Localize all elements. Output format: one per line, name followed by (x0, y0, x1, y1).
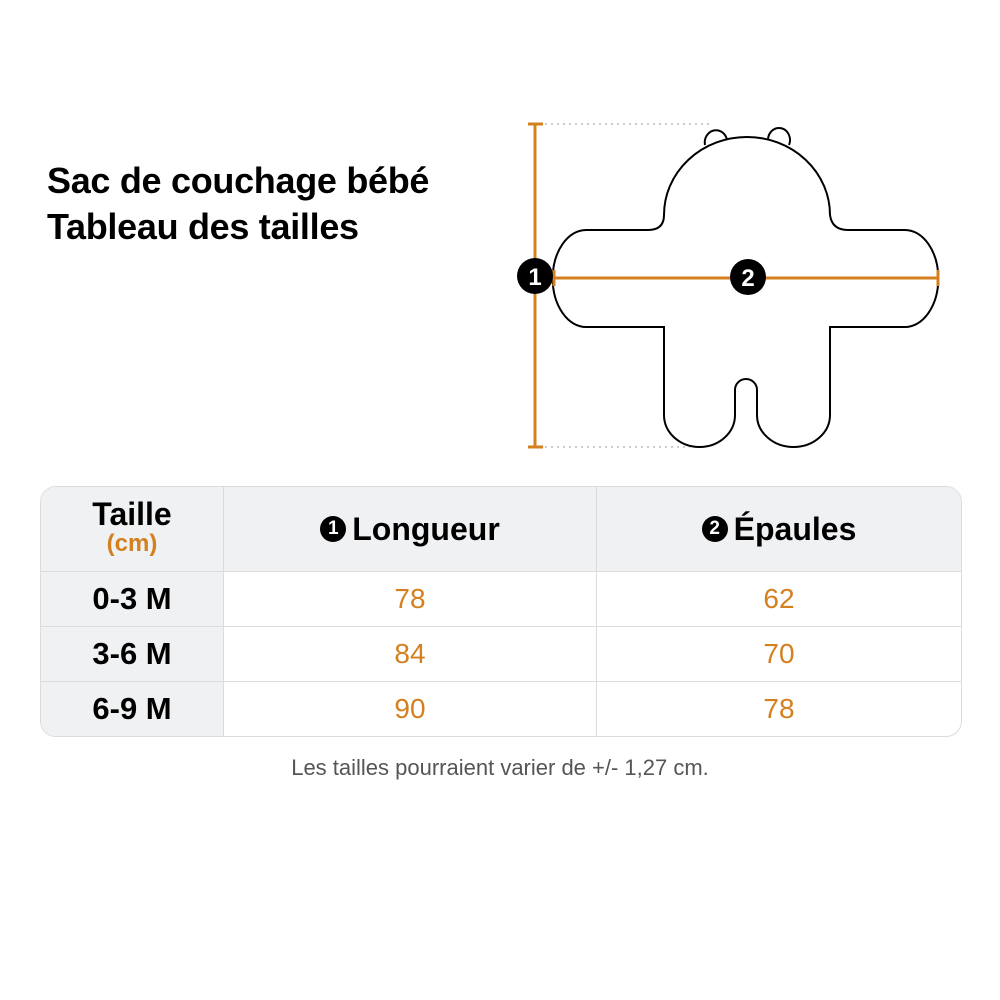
size-label: Taille (92, 496, 172, 532)
title-line-1: Sac de couchage bébé (47, 160, 430, 201)
marker-2-badge (730, 259, 766, 295)
size-variation-note: Les tailles pourraient varier de +/- 1,2… (291, 755, 709, 780)
marker-1-badge (517, 258, 553, 294)
longueur-cell: 78 (224, 572, 597, 626)
left-ear (703, 129, 728, 146)
table-row: 0-3 M 78 62 (41, 572, 961, 627)
epaules-cell: 62 (763, 583, 795, 614)
epaules-cell: 78 (763, 693, 795, 724)
longueur-label: Longueur (352, 510, 500, 547)
header-epaules: 2 Épaules (597, 487, 961, 571)
unit-label: (cm) (106, 530, 158, 557)
right-ear (767, 127, 791, 146)
size-cell: 0-3 M (41, 572, 224, 626)
epaules-label: Épaules (733, 510, 857, 547)
page-title: Sac de couchage bébé Tableau des tailles (47, 158, 429, 250)
number-1-icon: 1 (320, 516, 347, 542)
marker-1-label: 1 (528, 264, 541, 291)
epaules-cell: 70 (763, 638, 795, 669)
table-row: 6-9 M 90 78 (41, 682, 961, 736)
table-header: Taille (cm) 1 Longueur 2 Épaules (41, 487, 961, 572)
sleeping-bag-diagram: 1 2 (517, 122, 940, 449)
size-cell: 3-6 M (41, 627, 224, 681)
longueur-cell: 84 (224, 627, 597, 681)
longueur-cell: 90 (224, 682, 597, 736)
header-size: Taille (cm) (41, 487, 224, 571)
table-row: 3-6 M 84 70 (41, 627, 961, 682)
size-table: Taille (cm) 1 Longueur 2 Épaules 0-3 M 7… (40, 486, 962, 737)
marker-2-label: 2 (741, 265, 754, 292)
title-line-2: Tableau des tailles (47, 206, 359, 247)
header-longueur: 1 Longueur (224, 487, 597, 571)
number-2-icon: 2 (701, 516, 728, 542)
size-cell: 6-9 M (41, 682, 224, 736)
